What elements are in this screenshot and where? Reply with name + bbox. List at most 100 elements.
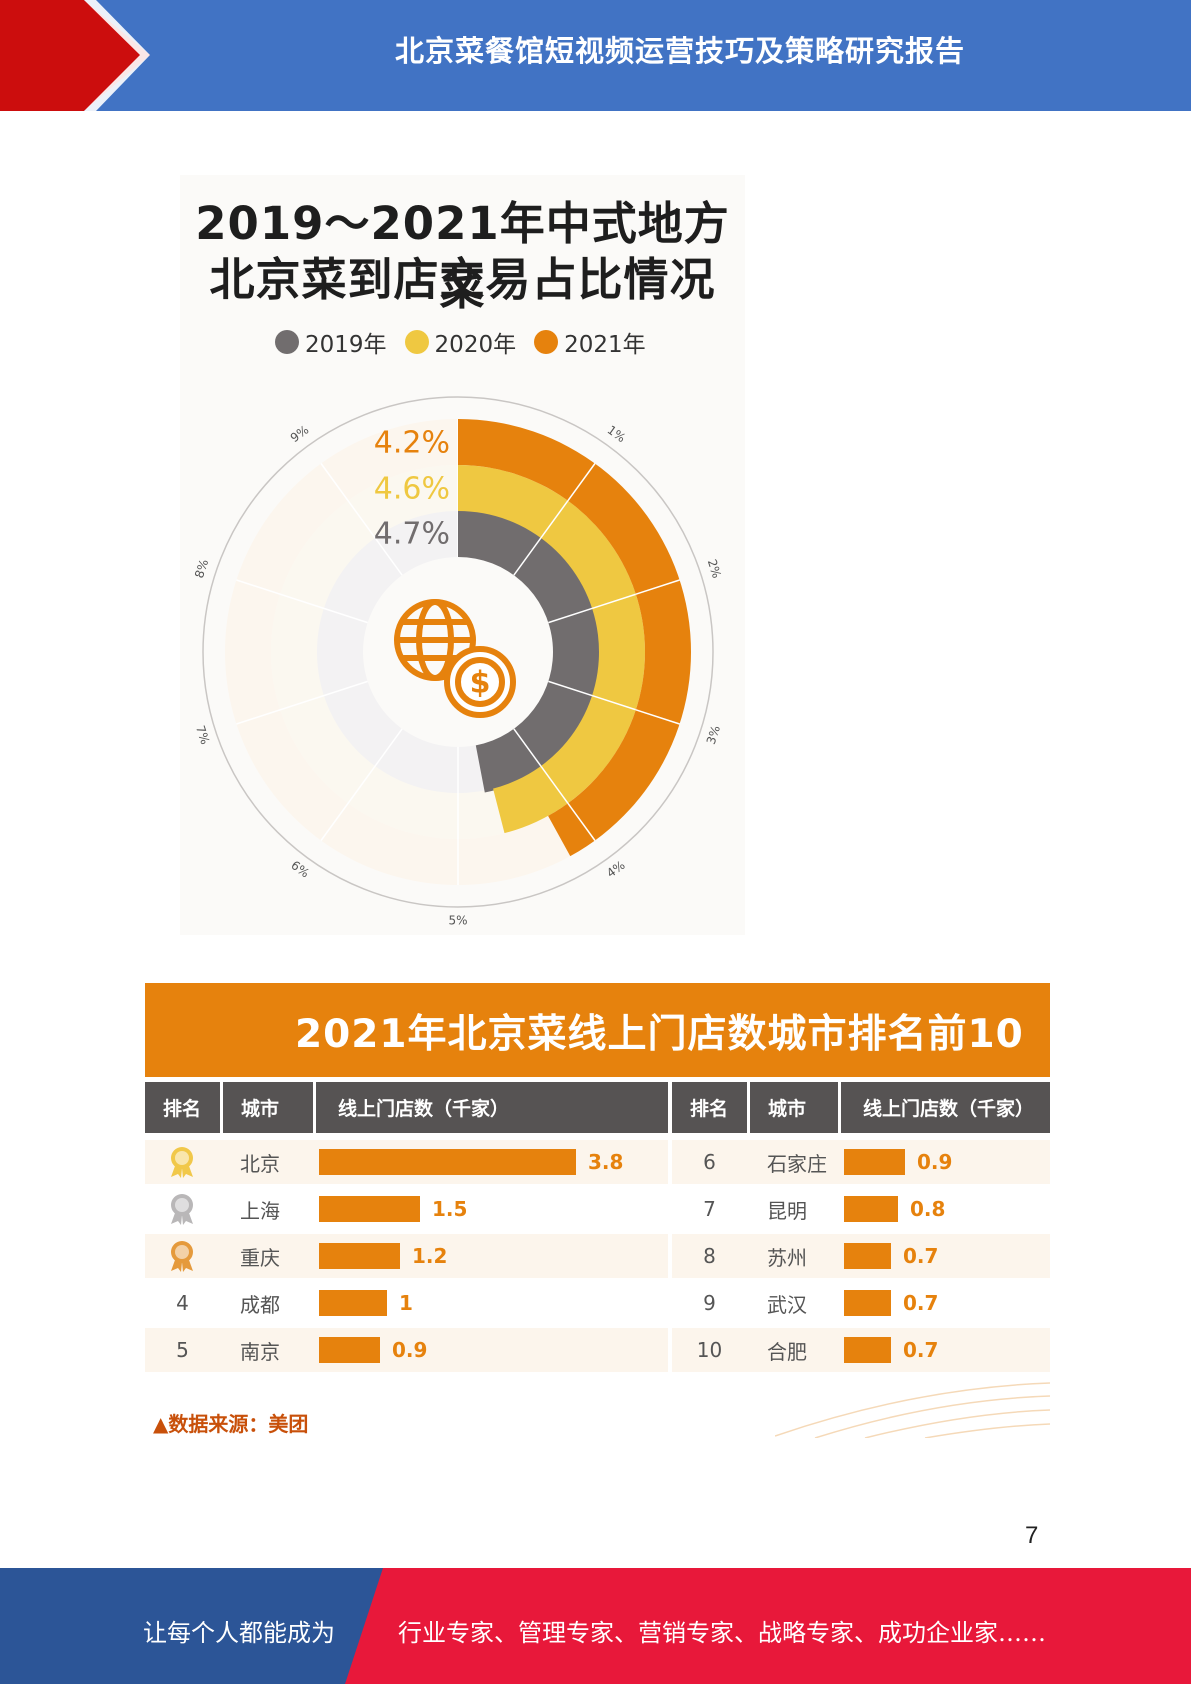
city-cell: 上海 — [240, 1198, 280, 1223]
city-cell: 南京 — [240, 1339, 280, 1364]
ring-gridline — [236, 579, 368, 624]
ranking-chart-header: 2021年北京菜线上门店数城市排名前10 — [145, 983, 1050, 1077]
store-count-label: 0.7 — [903, 1244, 939, 1268]
scale-label: 1% — [605, 423, 629, 446]
store-count-label: 0.9 — [392, 1338, 428, 1362]
legend-label: 2021年 — [564, 332, 646, 358]
table-row-background — [145, 1328, 668, 1372]
legend-item: 2019年 — [275, 325, 387, 359]
decorative-lines — [775, 1382, 1050, 1438]
scale-label: 7% — [193, 724, 212, 746]
store-count-bar — [319, 1149, 576, 1175]
scale-label: 4% — [604, 858, 628, 881]
ranking-chart-title: 2021年北京菜线上门店数城市排名前10 — [295, 1012, 1024, 1057]
arc-divider — [548, 680, 595, 697]
page-header: 北京菜餐馆短视频运营技巧及策略研究报告 — [0, 0, 1191, 111]
value-label: 4.2% — [374, 426, 450, 461]
rank-cell: 8 — [703, 1244, 716, 1268]
scale-label: 9% — [288, 423, 312, 446]
donut-chart-card: 2019～2021年中式地方菜 北京菜到店交易占比情况 2019年 2020年 20… — [180, 175, 745, 935]
data-arc — [458, 419, 691, 857]
store-count-label: 0.9 — [917, 1150, 953, 1174]
store-count-label: 0.7 — [903, 1338, 939, 1362]
store-ranking-chart: 2021年北京菜线上门店数城市排名前10 排名 城市 线上门店数（千家） 排名 … — [145, 983, 1050, 1438]
globe-dollar-icon: $ — [394, 599, 516, 718]
store-count-bar — [319, 1290, 387, 1316]
arc-divider — [591, 593, 637, 610]
header-stores-right: 线上门店数（千家） — [841, 1082, 1050, 1133]
store-count-bar — [319, 1196, 420, 1222]
legend-swatch — [404, 330, 429, 354]
store-count-bar — [844, 1337, 891, 1363]
legend-swatch — [275, 330, 299, 354]
data-arc — [458, 465, 646, 834]
table-row-background — [145, 1234, 668, 1278]
header-rank-right: 排名 — [672, 1082, 747, 1133]
header-stores-left: 线上门店数（千家） — [316, 1082, 668, 1133]
dollar-glyph: $ — [470, 666, 491, 701]
rank-cell: 5 — [176, 1338, 189, 1362]
legend-item: 2021年 — [534, 325, 646, 359]
store-count-bar — [844, 1290, 891, 1316]
page-number: 7 — [1025, 1522, 1039, 1549]
store-count-bar — [844, 1196, 898, 1222]
arc-divider — [548, 607, 595, 624]
page-footer: 让每个人都能成为 行业专家、管理专家、营销专家、战略专家、成功企业家…… — [0, 1568, 1191, 1684]
footer-slogan-right: 行业专家、管理专家、营销专家、战略专家、成功企业家…… — [398, 1619, 1046, 1647]
city-cell: 苏州 — [767, 1245, 807, 1270]
radial-bar-chart: 1% 2% 3% 4% 5% 6% 7% 8% 9% 4.7% 4.6% 4.2% $ — [192, 396, 724, 928]
header-title: 北京菜餐馆短视频运营技巧及策略研究报告 — [394, 34, 965, 68]
scale-label: 6% — [288, 858, 312, 881]
donut-chart-title-line1: 2019～2021年中式地方菜 — [195, 197, 730, 315]
store-count-bar — [319, 1243, 400, 1269]
ring-gridline — [236, 680, 368, 725]
legend-swatch — [534, 330, 559, 354]
arc-divider — [513, 535, 543, 576]
arc-divider — [635, 579, 680, 595]
header-city-left: 城市 — [223, 1082, 313, 1133]
data-arc — [458, 509, 602, 793]
store-count-label: 0.7 — [903, 1291, 939, 1315]
scale-label: 5% — [448, 914, 467, 928]
arc-divider — [591, 694, 637, 711]
data-source-note: ▲数据来源：美团 — [153, 1412, 309, 1436]
store-count-bar — [844, 1149, 905, 1175]
scale-label: 8% — [192, 557, 211, 579]
header-city-right: 城市 — [750, 1082, 838, 1133]
city-cell: 石家庄 — [767, 1151, 827, 1176]
legend-label: 2019年 — [305, 332, 387, 358]
ring-gridline — [320, 463, 403, 576]
chart-legend: 2019年 2020年 2021年 — [275, 325, 646, 359]
city-cell: 北京 — [240, 1151, 280, 1176]
arc-divider — [567, 802, 596, 841]
store-count-bar — [844, 1243, 891, 1269]
footer-background — [0, 1568, 1191, 1684]
store-count-bar — [319, 1337, 380, 1363]
store-count-label: 1 — [399, 1291, 413, 1315]
rank-cell: 7 — [703, 1197, 716, 1221]
legend-item: 2020年 — [404, 325, 516, 359]
city-cell: 重庆 — [240, 1245, 280, 1270]
arc-divider — [540, 500, 569, 539]
ring-gridline — [320, 728, 403, 841]
city-cell: 成都 — [240, 1292, 280, 1317]
rank-cell: 10 — [696, 1338, 723, 1362]
store-count-label: 0.8 — [910, 1197, 946, 1221]
donut-chart-title-line2: 北京菜到店交易占比情况 — [209, 253, 716, 306]
scale-circle — [202, 396, 714, 908]
arc-divider — [635, 709, 680, 725]
scale-label: 3% — [704, 724, 723, 746]
city-cell: 合肥 — [767, 1339, 807, 1364]
city-cell: 武汉 — [767, 1292, 807, 1317]
header-rank-left: 排名 — [145, 1082, 220, 1133]
value-label: 4.6% — [374, 472, 450, 507]
footer-slogan-left: 让每个人都能成为 — [143, 1619, 335, 1647]
header-decoration — [0, 0, 150, 111]
store-count-label: 3.8 — [588, 1150, 624, 1174]
rank-cell: 9 — [703, 1291, 716, 1315]
arc-divider — [567, 463, 596, 502]
city-cell: 昆明 — [767, 1198, 807, 1223]
value-label: 4.7% — [374, 517, 450, 552]
rank-cell: 6 — [703, 1150, 716, 1174]
silver-medal-icon — [169, 1193, 195, 1225]
